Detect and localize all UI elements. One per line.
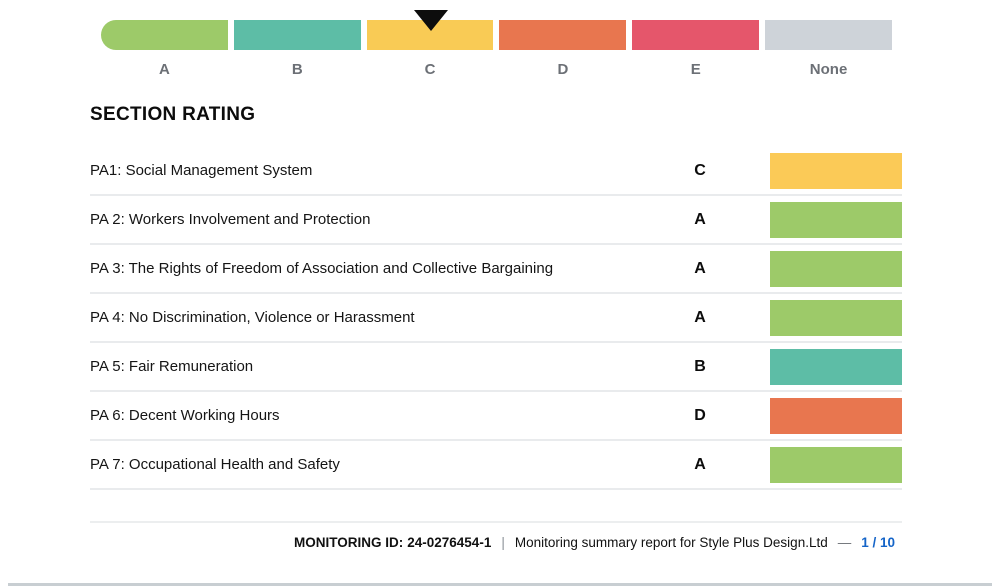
footer-dash: —	[837, 535, 852, 550]
scale-segment-d	[499, 20, 627, 50]
row-rating-bar	[770, 348, 902, 385]
row-rating-value: A	[694, 210, 706, 228]
row-rating-value: B	[694, 357, 706, 375]
page-title: SECTION RATING	[90, 104, 256, 125]
page-bottom-edge	[8, 583, 992, 586]
row-rating-value: A	[694, 308, 706, 326]
page-footer: MONITORING ID: 24-0276454-1 | Monitoring su…	[90, 535, 895, 550]
row-rating-bar	[770, 446, 902, 483]
row-label: PA1: Social Management System	[90, 161, 313, 179]
rating-marker-icon	[414, 10, 448, 31]
page-number: 1 / 10	[861, 535, 895, 550]
rating-scale-bar	[101, 10, 892, 50]
table-row-pa3: PA 3: The Rights of Freedom of Associati…	[90, 245, 902, 294]
row-rating-bar	[770, 397, 902, 434]
scale-label-none: None	[809, 61, 848, 78]
scale-segment-b	[233, 20, 361, 50]
rating-scale-labels: A B C D E None	[101, 61, 892, 78]
row-rating-bar	[770, 299, 902, 336]
row-label: PA 2: Workers Involvement and Protection	[90, 210, 371, 228]
scale-label-e: E	[690, 61, 701, 78]
monitoring-id-label: MONITORING ID:	[294, 535, 404, 550]
monitoring-id-value: 24-0276454-1	[407, 535, 492, 550]
row-label: PA 5: Fair Remuneration	[90, 357, 254, 375]
table-row-pa6: PA 6: Decent Working Hours D	[90, 392, 902, 441]
row-label: PA 7: Occupational Health and Safety	[90, 455, 340, 473]
section-rating-table: PA1: Social Management System C PA 2: Wo…	[90, 147, 902, 490]
scale-label-a: A	[158, 61, 170, 78]
table-row-pa4: PA 4: No Discrimination, Violence or Har…	[90, 294, 902, 343]
scale-label-d: D	[557, 61, 569, 78]
footer-separator: |	[501, 535, 505, 550]
row-rating-bar	[770, 250, 902, 287]
row-rating-bar	[770, 201, 902, 238]
footer-divider	[90, 521, 902, 523]
row-label: PA 4: No Discrimination, Violence or Har…	[90, 308, 415, 326]
scale-segment-none	[765, 20, 892, 50]
scale-label-c: C	[424, 61, 436, 78]
table-row-pa5: PA 5: Fair Remuneration B	[90, 343, 902, 392]
scale-label-b: B	[291, 61, 303, 78]
row-rating-value: D	[694, 406, 706, 424]
row-rating-value: A	[694, 259, 706, 277]
table-row-pa1: PA1: Social Management System C	[90, 147, 902, 196]
row-rating-value: C	[694, 161, 706, 179]
report-title: Monitoring summary report for Style Plus…	[514, 535, 828, 550]
row-label: PA 6: Decent Working Hours	[90, 406, 280, 424]
row-rating-value: A	[694, 455, 706, 473]
row-rating-bar	[770, 152, 902, 189]
scale-segment-e	[632, 20, 760, 50]
row-label: PA 3: The Rights of Freedom of Associati…	[90, 259, 554, 277]
scale-segment-a	[101, 20, 228, 50]
table-row-pa7: PA 7: Occupational Health and Safety A	[90, 441, 902, 490]
table-row-pa2: PA 2: Workers Involvement and Protection…	[90, 196, 902, 245]
overall-rating-scale: A B C D E None	[101, 10, 892, 78]
